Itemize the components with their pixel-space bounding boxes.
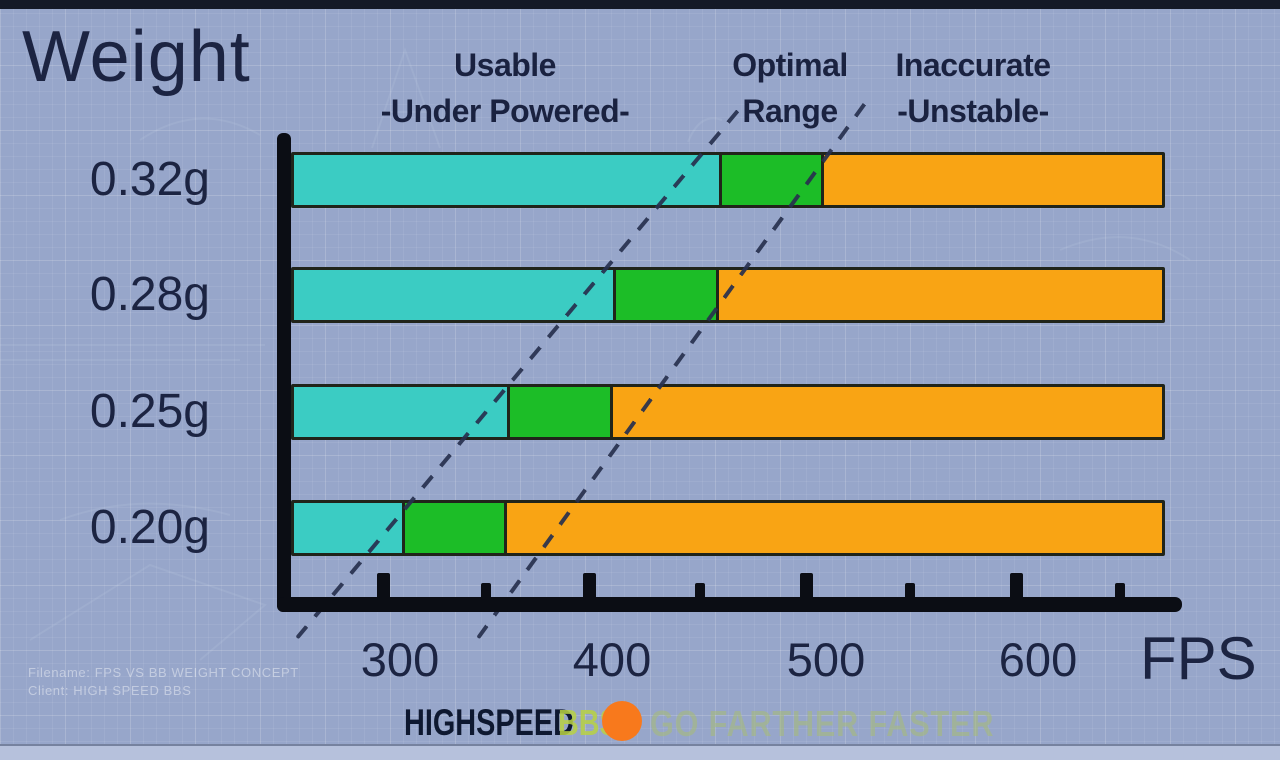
brand-wordmark: HIGHSPEED (404, 702, 574, 743)
bar-row-0.25g (291, 384, 1166, 440)
segment-optimal (507, 387, 613, 437)
segment-usable (294, 270, 613, 320)
x-tick-label: 500 (786, 633, 866, 686)
segment-usable (294, 155, 719, 205)
segment-optimal (401, 503, 508, 553)
brand-tagline: GO FARTHER FASTER (650, 703, 995, 744)
zone-header-usable: Usable -Under Powered- (381, 42, 630, 134)
segment-optimal (612, 270, 719, 320)
x-axis-tick (481, 583, 491, 600)
x-axis-tick (1115, 583, 1125, 600)
y-axis-line (277, 133, 291, 612)
corner-note-line1: Filename: FPS VS BB WEIGHT CONCEPT (28, 665, 299, 680)
category-label: 0.28g (89, 268, 210, 321)
x-axis-tick (1009, 573, 1023, 600)
segment-inaccurate (824, 155, 1163, 205)
chart-title: Weight (22, 17, 251, 97)
bar-row-0.32g (291, 152, 1166, 208)
category-label: 0.32g (89, 153, 210, 206)
segment-inaccurate (612, 387, 1163, 437)
x-axis-unit-label: FPS (1140, 625, 1257, 692)
zone-header-optimal-line2: Range (742, 93, 838, 129)
zone-header-inaccurate: Inaccurate -Unstable- (895, 42, 1051, 134)
zone-header-inaccurate-line1: Inaccurate (895, 47, 1051, 83)
segment-usable (294, 503, 402, 553)
x-axis-tick (799, 573, 813, 600)
x-axis-line (277, 597, 1182, 612)
bar-row-0.20g (291, 500, 1166, 556)
corner-note: Filename: FPS VS BB WEIGHT CONCEPT Clien… (28, 664, 299, 700)
x-axis-tick (582, 573, 596, 600)
bottom-border-strip (0, 744, 1280, 760)
zone-header-optimal: Optimal Range (732, 42, 848, 134)
corner-note-line2: Client: HIGH SPEED BBS (28, 683, 192, 698)
category-label: 0.25g (89, 385, 210, 438)
zone-header-usable-line2: -Under Powered- (380, 93, 630, 129)
category-label: 0.20g (89, 501, 210, 554)
x-axis-tick (905, 583, 915, 600)
segment-inaccurate (718, 270, 1163, 320)
zone-header-optimal-line1: Optimal (732, 47, 848, 83)
segment-inaccurate (507, 503, 1163, 553)
x-axis-tick (376, 573, 390, 600)
zone-header-inaccurate-line2: -Unstable- (897, 93, 1049, 129)
brand-dot-icon (602, 701, 642, 741)
x-tick-label: 600 (998, 633, 1078, 686)
bar-row-0.28g (291, 267, 1166, 323)
zone-header-usable-line1: Usable (454, 47, 556, 83)
top-border-strip (0, 0, 1280, 9)
x-axis-tick (695, 583, 705, 600)
segment-usable (294, 387, 508, 437)
x-tick-label: 300 (360, 633, 440, 686)
x-tick-label: 400 (572, 633, 652, 686)
